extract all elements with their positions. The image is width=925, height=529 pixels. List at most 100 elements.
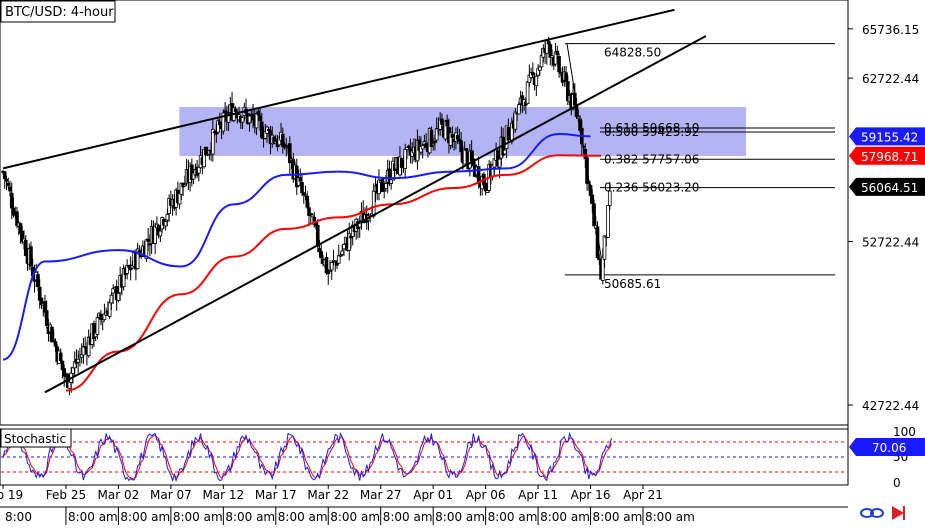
candle-body bbox=[153, 225, 157, 244]
candle-body bbox=[326, 271, 331, 274]
fib-label-2: 0.382 57757.06 bbox=[604, 152, 699, 166]
stoch-tick-label: 0 bbox=[893, 476, 901, 490]
candle-body bbox=[403, 148, 407, 169]
candle-body bbox=[53, 341, 58, 347]
candle-body bbox=[9, 192, 14, 209]
candle-body bbox=[305, 195, 310, 208]
candle-body bbox=[58, 352, 63, 361]
candle-body bbox=[71, 367, 75, 374]
price-badge-label-0: 59155.42 bbox=[861, 130, 918, 144]
candle-body bbox=[259, 121, 264, 139]
candle-body bbox=[240, 117, 245, 123]
time-tick-label: 8:00 am bbox=[540, 510, 590, 524]
candle-body bbox=[254, 113, 259, 129]
stoch-tick-label: 100 bbox=[893, 425, 916, 439]
candle-body bbox=[76, 358, 80, 363]
trendline-1 bbox=[44, 35, 707, 394]
date-tick-label: Mar 12 bbox=[202, 488, 244, 502]
candle-body bbox=[247, 115, 252, 124]
candle-body bbox=[109, 294, 114, 304]
candle-body bbox=[433, 140, 437, 143]
candle-body bbox=[576, 116, 581, 120]
candle-body bbox=[420, 145, 425, 150]
candle-body bbox=[606, 205, 610, 238]
candlestick-series bbox=[1, 36, 612, 396]
date-tick-label: Mar 07 bbox=[150, 488, 192, 502]
candle-body bbox=[100, 319, 105, 323]
stoch-k-line bbox=[2, 431, 613, 483]
candle-body bbox=[581, 145, 586, 148]
chart-title: BTC/USD: 4-hour bbox=[5, 5, 114, 20]
candle-body bbox=[148, 243, 152, 246]
candle-body bbox=[95, 317, 100, 335]
date-tick-label: Apr 21 bbox=[623, 488, 663, 502]
candle-body bbox=[573, 92, 577, 106]
candle-body bbox=[506, 127, 511, 141]
link-icon[interactable] bbox=[860, 508, 884, 518]
arrow-icon[interactable] bbox=[892, 506, 905, 520]
candle-body bbox=[462, 149, 467, 165]
candle-body bbox=[595, 226, 600, 259]
candle-body bbox=[62, 368, 67, 377]
date-tick-label: Apr 16 bbox=[571, 488, 611, 502]
candle-body bbox=[258, 115, 262, 121]
candle-body bbox=[585, 157, 589, 184]
price-axis: 65736.15 62722.44 52722.44 42722.44 bbox=[848, 23, 919, 413]
candle-body bbox=[440, 118, 444, 125]
candle-body bbox=[319, 251, 324, 259]
candle-body bbox=[51, 338, 56, 341]
candle-body bbox=[483, 182, 488, 192]
candle-body bbox=[310, 214, 315, 218]
candle-body bbox=[424, 142, 428, 148]
candle-body bbox=[125, 264, 129, 274]
candle-body bbox=[183, 184, 187, 187]
price-tick-label: 52722.44 bbox=[862, 236, 919, 250]
candle-body bbox=[36, 274, 40, 288]
candle-body bbox=[586, 181, 591, 184]
date-tick-label: Mar 17 bbox=[255, 488, 297, 502]
candle-body bbox=[384, 183, 388, 189]
candle-body bbox=[287, 143, 292, 164]
time-axis: Feb 19 Feb 25 Mar 02 Mar 07 Mar 12 Mar 17 Mar … bbox=[0, 485, 848, 525]
candle-body bbox=[450, 134, 455, 138]
candle-body bbox=[8, 186, 12, 192]
candle-body bbox=[371, 190, 376, 217]
candle-body bbox=[380, 178, 385, 192]
candle-body bbox=[266, 129, 271, 131]
candle-body bbox=[177, 193, 182, 205]
time-tick-label: 8:00 am bbox=[435, 510, 485, 524]
candle-body bbox=[382, 189, 387, 192]
price-tick-label: 42722.44 bbox=[862, 399, 919, 413]
time-tick-label: 8:00 bbox=[5, 510, 32, 524]
candle-body bbox=[158, 230, 163, 237]
time-tick-label: 8:00 am bbox=[488, 510, 538, 524]
moving-average-blue bbox=[2, 133, 591, 361]
time-tick-label: 8:00 am bbox=[383, 510, 433, 524]
candle-body bbox=[336, 255, 341, 264]
fib-label-low: 50685.61 bbox=[604, 277, 661, 291]
candle-body bbox=[564, 72, 568, 82]
candle-body bbox=[445, 119, 449, 127]
candle-body bbox=[44, 310, 49, 326]
candle-body bbox=[557, 56, 561, 73]
date-tick-label: Apr 11 bbox=[518, 488, 558, 502]
candle-body bbox=[4, 178, 9, 182]
candle-body bbox=[406, 145, 411, 148]
candle-body bbox=[555, 50, 560, 56]
price-badge-1 bbox=[849, 146, 925, 165]
candle-body bbox=[2, 171, 7, 180]
stoch-d-line bbox=[2, 434, 612, 480]
date-tick-label: Mar 27 bbox=[360, 488, 402, 502]
candle-body bbox=[431, 143, 435, 146]
stoch-current-label: 70.06 bbox=[872, 441, 906, 455]
price-badge-label-2: 56064.51 bbox=[861, 181, 918, 195]
candle-body bbox=[534, 75, 539, 87]
date-tick-label: Mar 02 bbox=[98, 488, 140, 502]
time-tick-label: 8:00 am bbox=[225, 510, 275, 524]
date-tick-label: Feb 19 bbox=[0, 488, 23, 502]
candle-body bbox=[211, 128, 215, 155]
candle-body bbox=[256, 110, 261, 116]
